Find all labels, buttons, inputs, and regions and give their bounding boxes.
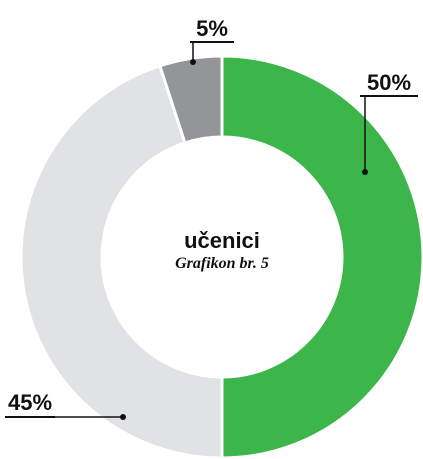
slices (19, 54, 423, 459)
data-label: 50% (367, 70, 411, 95)
chart-subtitle: Grafikon br. 5 (175, 255, 269, 272)
data-label: 45% (8, 390, 52, 415)
data-label: 5% (196, 16, 228, 41)
chart-title: učenici (184, 228, 260, 253)
leader-dot (190, 59, 196, 65)
leader-dot (362, 169, 368, 175)
slice (157, 54, 224, 145)
leader-dot (120, 414, 126, 420)
slice (220, 54, 423, 459)
slice (19, 63, 224, 459)
